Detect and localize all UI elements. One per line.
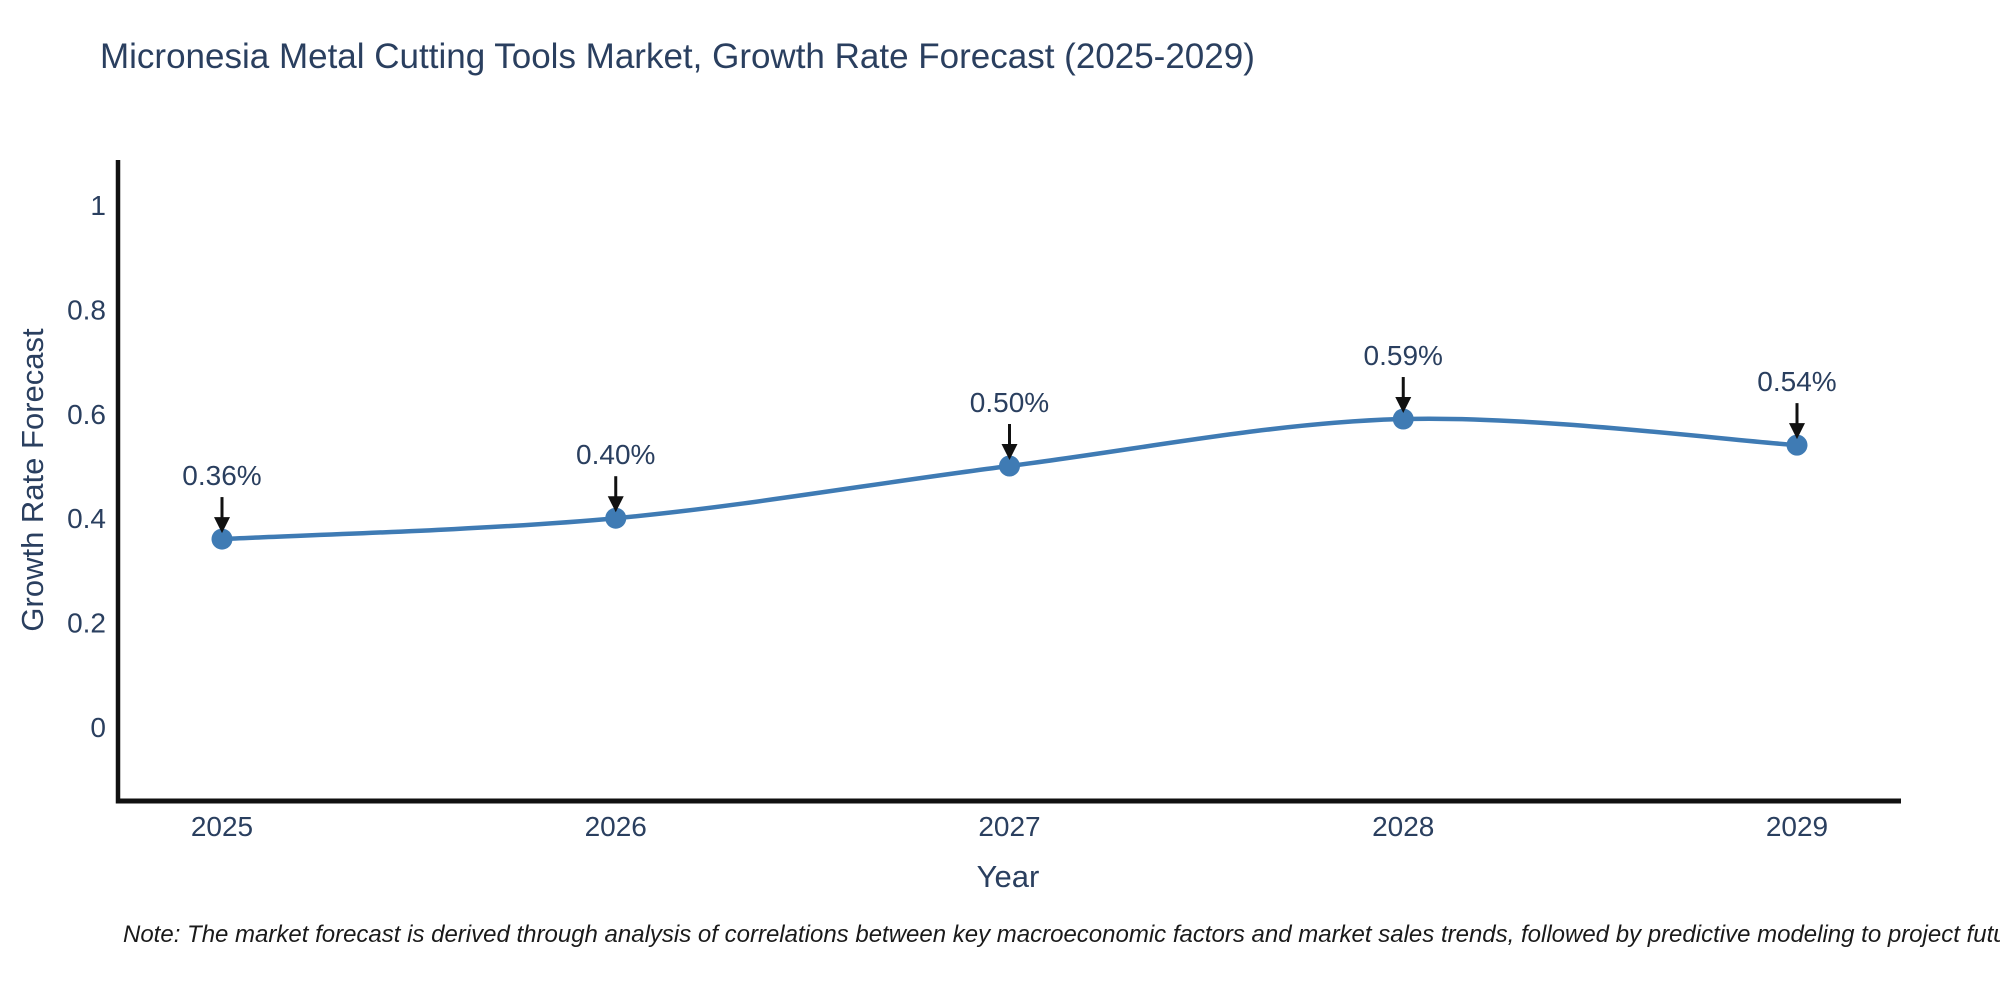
annotation-label: 0.36% [182, 460, 261, 491]
x-tick-label: 2025 [191, 811, 253, 842]
annotation-label: 0.50% [970, 387, 1049, 418]
data-point-marker[interactable] [1786, 434, 1808, 456]
annotation-arrowhead-icon [1789, 423, 1805, 440]
annotation-label: 0.59% [1364, 340, 1443, 371]
annotation-arrowhead-icon [607, 496, 624, 513]
x-axis-title: Year [976, 859, 1040, 894]
annotation-arrowhead-icon [214, 517, 230, 534]
footnote: Note: The market forecast is derived thr… [123, 921, 2000, 948]
data-point-marker[interactable] [211, 528, 233, 550]
data-point-marker[interactable] [1392, 408, 1414, 430]
annotation-arrowhead-icon [1395, 397, 1412, 414]
y-tick-label: 0.4 [67, 503, 106, 534]
chart-title: Micronesia Metal Cutting Tools Market, G… [100, 37, 1255, 76]
y-tick-label: 1 [90, 190, 106, 221]
x-tick-label: 2028 [1372, 811, 1434, 842]
y-tick-label: 0.8 [67, 294, 106, 325]
y-tick-label: 0.6 [67, 399, 106, 430]
y-tick-label: 0 [90, 712, 106, 743]
data-point-marker[interactable] [605, 507, 627, 529]
y-tick-label: 0.2 [67, 608, 106, 639]
annotation-arrowhead-icon [1001, 444, 1018, 460]
data-point-marker[interactable] [999, 455, 1020, 477]
x-tick-label: 2027 [978, 811, 1040, 842]
x-tick-label: 2029 [1766, 811, 1828, 842]
x-tick-label: 2026 [585, 811, 647, 842]
annotation-label: 0.54% [1757, 366, 1836, 397]
annotation-label: 0.40% [576, 439, 655, 470]
